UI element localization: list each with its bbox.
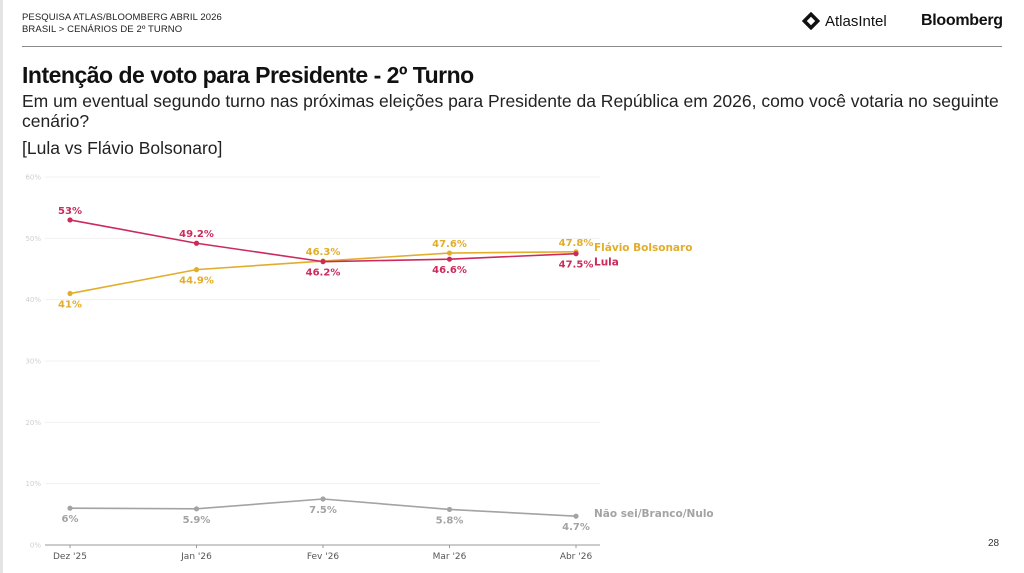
data-label-lula: 49.2% [179, 229, 214, 240]
x-tick-label: Mar '26 [433, 552, 467, 562]
data-label-nao-sei-branco-nulo: 6% [62, 514, 79, 525]
data-point-lula [320, 259, 326, 265]
data-label-flavio-bolsonaro: 41% [58, 300, 82, 311]
y-tick-label: 40% [25, 296, 41, 304]
data-point-nao-sei-branco-nulo [573, 513, 579, 519]
data-label-flavio-bolsonaro: 46.3% [306, 247, 341, 258]
grid-lines [45, 176, 600, 485]
y-tick-label: 10% [25, 480, 41, 488]
y-tick-label: 50% [25, 235, 41, 243]
data-label-lula: 46.2% [306, 268, 341, 279]
data-label-nao-sei-branco-nulo: 7.5% [309, 505, 337, 516]
data-label-lula: 53% [58, 206, 82, 217]
y-tick-label: 30% [25, 358, 41, 366]
data-label-flavio-bolsonaro: 47.8% [559, 238, 594, 249]
page-title: Intenção de voto para Presidente - 2º Tu… [22, 62, 474, 88]
x-tick-label: Abr '26 [560, 552, 593, 562]
y-axis-ticks: 0% 10% 20% 30% 40% 50% 60% [25, 174, 41, 550]
atlasintel-logo: AtlasIntel [802, 12, 887, 30]
header-divider [22, 46, 1002, 47]
data-label-flavio-bolsonaro: 47.6% [432, 239, 467, 250]
data-point-lula [446, 256, 453, 262]
report-header: PESQUISA ATLAS/BLOOMBERG ABRIL 2026 [22, 12, 222, 23]
data-label-lula: 46.6% [432, 265, 467, 276]
y-tick-label: 60% [25, 174, 41, 182]
data-point-nao-sei-branco-nulo [320, 496, 326, 502]
data-label-nao-sei-branco-nulo: 4.7% [562, 522, 590, 533]
data-point-flavio-bolsonaro [446, 250, 453, 256]
y-tick-label: 0% [30, 542, 41, 550]
series-name-label-nao-sei-branco-nulo: Não sei/Branco/Nulo [594, 508, 714, 520]
y-tick-label: 20% [25, 419, 41, 427]
data-label-nao-sei-branco-nulo: 5.9% [183, 515, 211, 526]
data-point-flavio-bolsonaro [67, 290, 73, 297]
bloomberg-logo: Bloomberg [921, 12, 1003, 29]
page-number: 28 [988, 538, 1000, 549]
atlasintel-logo-text: AtlasIntel [825, 12, 887, 30]
data-label-flavio-bolsonaro: 44.9% [179, 276, 214, 287]
data-label-lula: 47.5% [559, 260, 594, 271]
series-name-label-flavio-bolsonaro: Flávio Bolsonaro [594, 242, 692, 254]
x-tick-label: Fev '26 [307, 552, 340, 562]
left-edge-border [0, 0, 3, 573]
breadcrumb: BRASIL > CENÁRIOS DE 2º TURNO [22, 24, 183, 35]
scenario-label: [Lula vs Flávio Bolsonaro] [22, 138, 223, 158]
question-text: Em um eventual segundo turno nas próxima… [22, 91, 999, 131]
data-point-lula [67, 217, 73, 223]
series-group [67, 217, 579, 519]
data-labels: 41% 44.9% 46.3% 47.6% 47.8% Flávio Bolsonaro 5… [58, 206, 714, 533]
data-label-nao-sei-branco-nulo: 5.8% [436, 515, 464, 526]
series-name-label-lula: Lula [594, 257, 619, 269]
data-point-nao-sei-branco-nulo [193, 506, 200, 512]
x-tick-label: Jan '26 [180, 552, 212, 562]
data-point-nao-sei-branco-nulo [446, 506, 453, 513]
data-point-flavio-bolsonaro [193, 267, 200, 273]
data-point-nao-sei-branco-nulo [67, 505, 73, 511]
x-tick-label: Dez '25 [53, 552, 87, 562]
data-point-lula [193, 240, 200, 246]
atlasintel-logo-icon [802, 12, 820, 30]
x-axis: Dez '25 Jan '26 Fev '26 Mar '26 Abr '26 [45, 544, 600, 562]
data-point-lula [573, 251, 579, 257]
